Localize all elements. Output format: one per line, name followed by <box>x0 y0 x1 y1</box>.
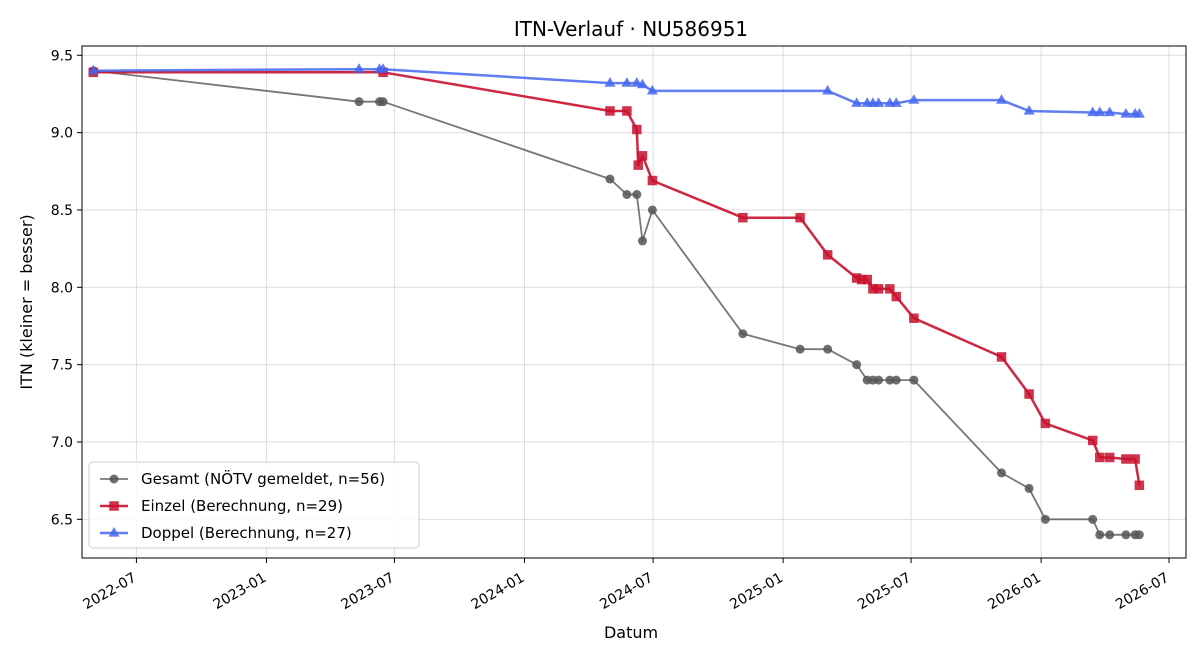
series-doppel <box>87 63 1145 118</box>
data-point-doppel <box>996 94 1008 104</box>
y-tick-label: 8.5 <box>51 203 73 219</box>
data-point-gesamt <box>738 329 748 339</box>
plot-area-frame <box>81 45 1187 559</box>
data-point-gesamt <box>1134 530 1144 540</box>
data-point-doppel <box>1120 108 1132 118</box>
y-axis-label: ITN (kleiner = besser) <box>17 214 36 389</box>
data-point-einzel <box>873 284 884 294</box>
data-point-einzel <box>851 273 862 283</box>
data-point-einzel <box>1024 389 1034 399</box>
legend-item-einzel: Einzel (Berechnung, n=29) <box>100 497 343 515</box>
data-point-doppel <box>1087 106 1099 117</box>
data-point-einzel <box>738 212 748 223</box>
data-point-einzel <box>795 212 805 223</box>
data-point-gesamt <box>909 375 919 385</box>
data-point-einzel <box>632 124 642 135</box>
data-point-einzel <box>637 151 648 161</box>
data-point-einzel <box>862 274 872 285</box>
data-point-einzel <box>1121 454 1131 464</box>
y-tick-label: 6.5 <box>51 512 73 528</box>
legend-item-gesamt: Gesamt (NÖTV gemeldet, n=56) <box>100 469 385 488</box>
data-point-gesamt <box>891 375 901 385</box>
data-point-gesamt <box>647 205 657 215</box>
data-point-doppel <box>873 97 885 107</box>
legend-marker <box>108 527 120 537</box>
data-point-gesamt <box>1024 483 1034 493</box>
data-point-gesamt <box>885 375 895 385</box>
data-point-einzel <box>996 352 1007 362</box>
data-point-einzel <box>891 291 901 302</box>
data-point-gesamt <box>823 344 833 354</box>
legend: Gesamt (NÖTV gemeldet, n=56) Einzel (Bere… <box>88 461 420 549</box>
data-point-gesamt <box>605 174 615 184</box>
data-point-doppel <box>890 97 902 107</box>
data-point-gesamt <box>1105 530 1115 540</box>
data-point-gesamt <box>997 468 1007 478</box>
legend-label: Doppel (Berechnung, n=27) <box>141 524 352 542</box>
data-point-gesamt <box>637 236 647 246</box>
data-point-doppel <box>353 63 365 73</box>
data-point-doppel <box>1104 106 1116 117</box>
data-point-doppel <box>377 63 389 73</box>
data-point-doppel <box>87 64 99 75</box>
data-point-doppel <box>851 97 863 107</box>
data-point-gesamt <box>852 360 862 370</box>
grid-lines <box>82 46 1186 558</box>
data-point-einzel <box>647 175 658 186</box>
data-point-doppel <box>822 84 834 95</box>
data-point-gesamt <box>1095 530 1105 540</box>
data-point-gesamt <box>622 189 632 199</box>
data-point-einzel <box>622 106 632 116</box>
data-point-gesamt <box>632 189 642 199</box>
legend-frame <box>88 461 420 549</box>
data-point-gesamt <box>1088 514 1098 524</box>
data-point-gesamt <box>795 344 805 354</box>
data-point-gesamt <box>378 97 388 107</box>
y-tick-label: 7.5 <box>51 358 73 374</box>
data-point-doppel <box>908 94 920 104</box>
data-point-einzel <box>1040 418 1051 429</box>
data-point-einzel <box>1134 480 1145 491</box>
legend-label: Einzel (Berechnung, n=29) <box>141 497 343 515</box>
data-point-gesamt <box>1121 530 1131 540</box>
data-point-doppel <box>621 77 633 87</box>
y-tick-label: 9.5 <box>51 48 73 64</box>
data-point-einzel <box>1104 452 1115 463</box>
chart-title: ITN-Verlauf · NU586951 <box>514 17 748 41</box>
data-point-einzel <box>856 274 867 285</box>
data-point-doppel <box>636 78 649 89</box>
data-point-doppel <box>1094 106 1106 117</box>
data-point-einzel <box>633 160 643 170</box>
data-point-einzel <box>885 284 895 294</box>
legend-marker <box>109 501 119 511</box>
series-layer <box>87 63 1145 540</box>
data-point-einzel <box>1095 452 1105 463</box>
series-gesamt <box>88 66 1144 540</box>
data-point-gesamt <box>354 97 364 107</box>
data-point-einzel <box>868 284 878 294</box>
y-tick-label: 7.0 <box>51 435 73 451</box>
data-point-einzel <box>822 250 833 260</box>
data-point-gesamt <box>1040 514 1050 524</box>
legend-label: Gesamt (NÖTV gemeldet, n=56) <box>141 469 385 488</box>
data-point-einzel <box>605 106 615 116</box>
legend-marker <box>109 474 119 484</box>
legend-item-doppel: Doppel (Berechnung, n=27) <box>100 524 352 542</box>
y-tick-label: 8.0 <box>51 280 73 296</box>
data-point-doppel <box>646 84 658 95</box>
data-point-doppel <box>1133 108 1145 118</box>
data-point-einzel <box>1087 435 1098 446</box>
data-point-einzel <box>909 313 919 323</box>
y-axis: 6.5 7.0 7.5 8.0 8.5 9.0 9.5 <box>51 48 82 528</box>
data-point-einzel <box>1130 454 1140 464</box>
y-tick-label: 9.0 <box>51 126 73 142</box>
x-axis-label: Datum <box>604 623 658 642</box>
data-point-doppel <box>604 77 616 87</box>
data-point-doppel <box>1023 104 1035 115</box>
data-point-gesamt <box>874 375 884 385</box>
